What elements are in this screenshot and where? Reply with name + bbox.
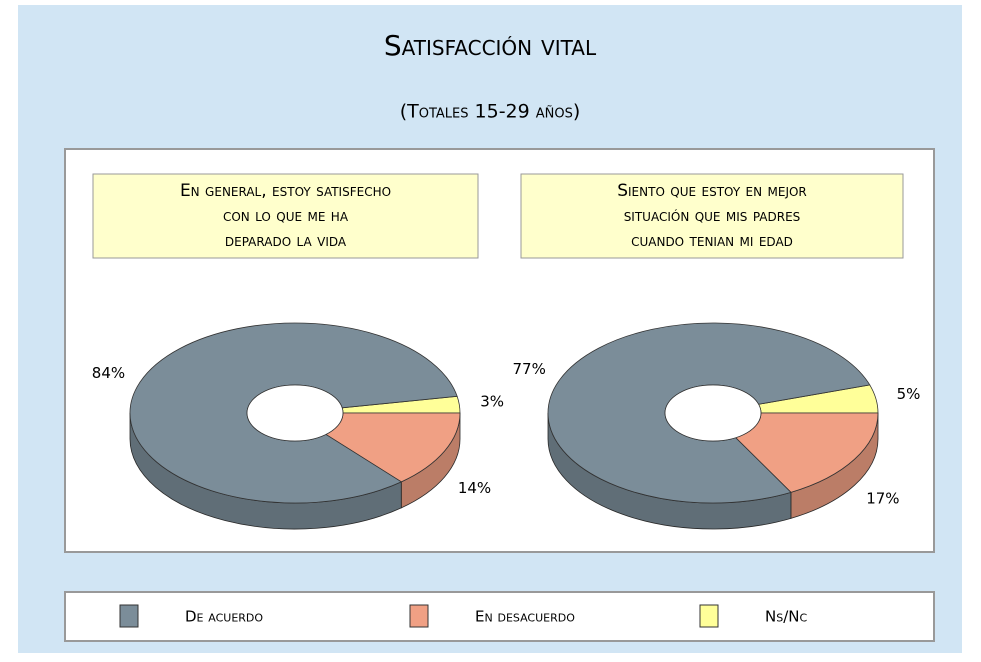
question-line: En general, estoy satisfecho [180,181,391,201]
data-label: 77% [513,360,546,378]
legend-label: De acuerdo [185,608,263,626]
question-line: deparado la vida [225,231,347,251]
data-label: 17% [866,490,899,508]
question-line: con lo que me ha [223,206,349,226]
question-line: cuando tenian mi edad [631,231,793,251]
legend-swatch [119,604,139,628]
legend-box [64,591,935,642]
legend-swatch [409,604,429,628]
question-line: Siento que estoy en mejor [617,181,807,201]
pie-hole [246,384,344,442]
page-subtitle: (Totales 15-29 años) [400,101,581,123]
question-box [92,173,479,259]
legend-swatch [699,604,719,628]
page-title: Satisfacción vital [384,29,597,62]
question-box [520,173,904,259]
data-label: 5% [897,385,921,403]
question-line: situación que mis padres [624,206,801,226]
legend-label: Ns/Nc [765,608,807,626]
pie-hole [664,384,762,442]
data-label: 14% [458,479,491,497]
legend-label: En desacuerdo [475,608,575,626]
data-label: 84% [92,364,125,382]
data-label: 3% [480,393,504,411]
